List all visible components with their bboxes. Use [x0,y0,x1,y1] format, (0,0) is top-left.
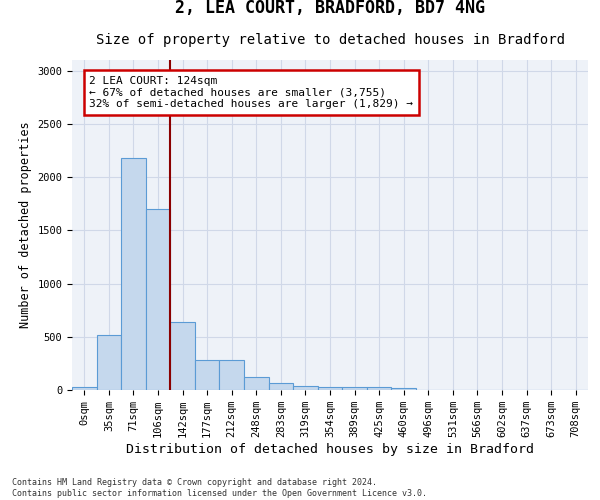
Text: 2 LEA COURT: 124sqm
← 67% of detached houses are smaller (3,755)
32% of semi-det: 2 LEA COURT: 124sqm ← 67% of detached ho… [89,76,413,109]
Bar [318,387,342,390]
Bar [72,387,97,390]
Bar [97,334,121,390]
X-axis label: Distribution of detached houses by size in Bradford: Distribution of detached houses by size … [126,443,534,456]
Text: Contains HM Land Registry data © Crown copyright and database right 2024.
Contai: Contains HM Land Registry data © Crown c… [12,478,427,498]
Bar [367,388,391,390]
Bar [146,209,170,390]
Bar [293,386,318,390]
Bar [269,382,293,390]
Bar [170,322,195,390]
Text: Size of property relative to detached houses in Bradford: Size of property relative to detached ho… [95,33,565,47]
Bar [244,377,269,390]
Bar [220,360,244,390]
Y-axis label: Number of detached properties: Number of detached properties [19,122,32,328]
Bar [121,158,146,390]
Bar [342,388,367,390]
Bar [391,388,416,390]
Text: 2, LEA COURT, BRADFORD, BD7 4NG: 2, LEA COURT, BRADFORD, BD7 4NG [175,0,485,17]
Bar [195,360,220,390]
